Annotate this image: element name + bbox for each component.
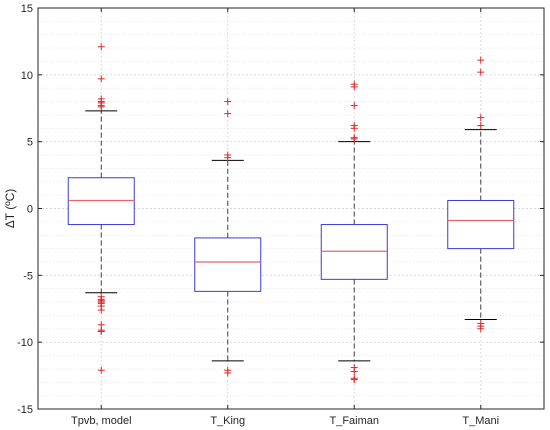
outlier-marker xyxy=(477,68,485,76)
y-tick-label: -10 xyxy=(17,337,33,349)
y-tick-label: 5 xyxy=(27,137,33,149)
iqr-box xyxy=(447,199,515,250)
y-axis-label: ΔT (ºC) xyxy=(3,189,17,229)
box-group xyxy=(447,56,515,333)
outlier-marker xyxy=(350,83,358,91)
x-tick-label: Tpvb, model xyxy=(71,415,132,427)
axis-ticks: -15 -10 -5 0 5 10 15 Tpvb, model T_King T_Faiman T… xyxy=(17,3,544,427)
outlier-marker xyxy=(224,110,232,118)
outlier-marker xyxy=(350,376,358,384)
outlier-marker xyxy=(477,122,485,130)
outlier-marker xyxy=(477,325,485,333)
outlier-marker xyxy=(350,135,358,143)
box-group xyxy=(320,80,388,384)
x-tick-label: T_Mani xyxy=(462,415,499,427)
y-tick-label: -15 xyxy=(17,404,33,416)
outlier-marker xyxy=(350,102,358,110)
outlier-marker xyxy=(97,327,105,335)
y-tick-label: -5 xyxy=(23,270,33,282)
box-group xyxy=(194,98,262,377)
outlier-marker xyxy=(224,369,232,377)
outlier-marker xyxy=(477,114,485,122)
iqr-box xyxy=(320,224,388,280)
iqr-box xyxy=(67,177,135,226)
x-tick-label: T_King xyxy=(210,415,245,427)
outlier-marker xyxy=(224,154,232,162)
outlier-marker xyxy=(97,103,105,111)
outlier-marker xyxy=(350,124,358,132)
outlier-marker xyxy=(97,43,105,51)
outlier-marker xyxy=(350,368,358,376)
box-plot-series xyxy=(67,43,515,384)
y-tick-label: 0 xyxy=(27,204,33,216)
outlier-marker xyxy=(97,366,105,374)
outlier-marker xyxy=(97,75,105,83)
box-group xyxy=(67,43,135,374)
x-tick-label: T_Faiman xyxy=(329,415,379,427)
y-tick-label: 10 xyxy=(21,70,33,82)
outlier-marker xyxy=(224,98,232,106)
y-tick-label: 15 xyxy=(21,3,33,15)
outlier-marker xyxy=(97,306,105,314)
outlier-marker xyxy=(477,56,485,64)
iqr-box xyxy=(194,237,262,292)
